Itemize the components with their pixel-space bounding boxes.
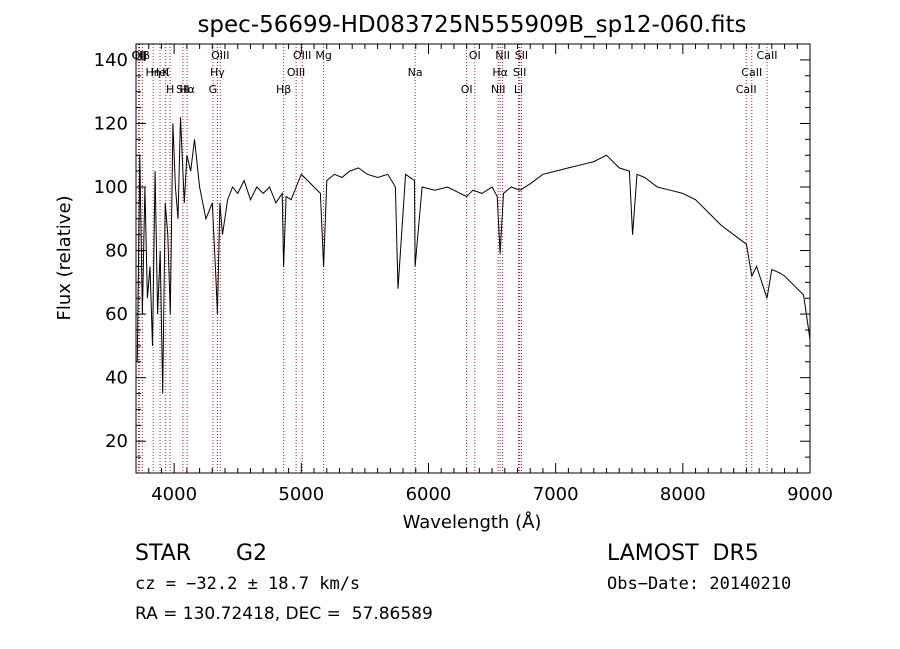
plot-frame (135, 43, 811, 474)
line-label: Na (408, 66, 423, 79)
survey-label: LAMOST DR5 (607, 541, 759, 566)
y-axis-label: Flux (relative) (54, 195, 75, 320)
line-label: OIII (287, 66, 305, 79)
y-tick-label: 60 (105, 304, 128, 325)
x-axis-label: Wavelength (Å) (403, 511, 542, 533)
y-tick-label: 140 (94, 50, 128, 71)
line-labels: HβKHαOIIHeISIICIIHηHOIIIHγGOIIIOIIIHβMgN… (131, 49, 777, 96)
y-tick-label: 120 (94, 113, 128, 134)
line-label: Hα (179, 83, 195, 96)
line-label: OI (461, 83, 473, 96)
object-class: STAR (135, 541, 192, 566)
subclass: G2 (236, 541, 268, 566)
chart-title: spec-56699-HD083725N555909B_sp12-060.fit… (197, 12, 746, 38)
x-tick-label: 8000 (660, 484, 706, 505)
line-label: NII (495, 49, 510, 62)
x-tick-label: 9000 (787, 484, 833, 505)
coordinates: RA = 130.72418, DEC = 57.86589 (135, 604, 433, 624)
line-label: H (166, 83, 174, 96)
line-label: Hη (146, 66, 161, 79)
x-tick-label: 5000 (278, 484, 324, 505)
y-tick-label: 80 (105, 241, 128, 262)
line-label: Hβ (135, 49, 150, 62)
line-label: OIII (211, 49, 229, 62)
line-label: CaII (736, 83, 757, 96)
line-label: Li (514, 83, 523, 96)
line-label: CaII (757, 49, 778, 62)
line-label: SII (176, 83, 189, 96)
line-label: SII (513, 66, 526, 79)
line-label: G (209, 83, 218, 96)
line-markers (138, 44, 768, 473)
line-label: OI (469, 49, 481, 62)
spectrum-line (136, 117, 811, 394)
line-label: CII (131, 49, 145, 62)
line-label: Hα (492, 66, 508, 79)
line-label: Hβ (276, 83, 291, 96)
line-label: CaII (741, 66, 762, 79)
x-tick-label: 6000 (406, 484, 452, 505)
line-label: Mg (315, 49, 331, 62)
y-tick-label: 20 (105, 431, 128, 452)
line-label: SII (515, 49, 528, 62)
line-label: NII (491, 83, 506, 96)
line-label: OIII (293, 49, 311, 62)
x-tick-label: 7000 (533, 484, 579, 505)
line-label: HeI (151, 66, 169, 79)
redshift-value: cz = −32.2 ± 18.7 km/s (135, 574, 361, 594)
line-label: Hγ (210, 66, 225, 79)
y-tick-label: 100 (94, 177, 128, 198)
obs-date: Obs−Date: 20140210 (607, 574, 792, 594)
axes: 4000 5000 6000 7000 8000 9000 20 40 60 80 100 120 14… (94, 43, 833, 505)
line-label: K (162, 66, 170, 79)
x-tick-label: 4000 (151, 484, 197, 505)
y-tick-label: 40 (105, 368, 128, 389)
